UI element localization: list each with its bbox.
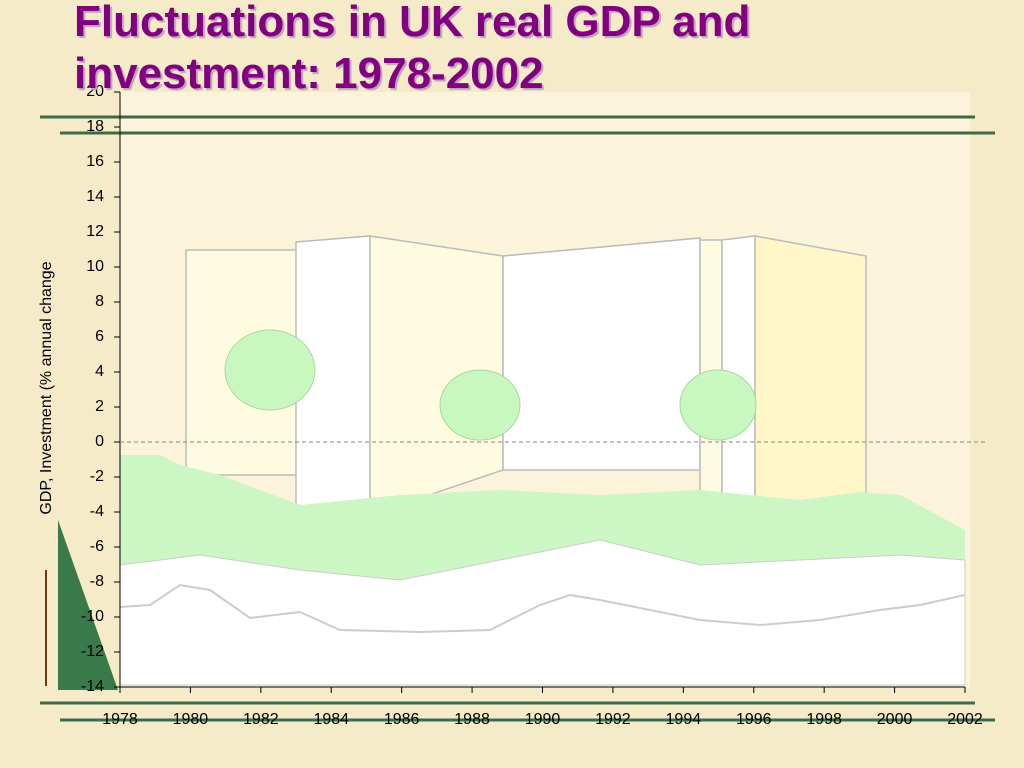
- y-tick-label: 6: [95, 328, 104, 345]
- decor-triangle: [58, 520, 118, 690]
- x-tick-label: 1990: [525, 711, 561, 728]
- y-tick-label: 10: [86, 258, 104, 275]
- x-tick-label: 1986: [384, 711, 420, 728]
- y-tick-label: -14: [81, 678, 104, 695]
- x-tick-label: 1984: [313, 711, 349, 728]
- x-tick-label: 1996: [736, 711, 772, 728]
- x-tick-label: 2002: [947, 711, 983, 728]
- y-tick-label: 20: [86, 83, 104, 100]
- y-tick-label: 2: [95, 398, 104, 415]
- y-tick-label: 0: [95, 433, 104, 450]
- x-tick-label: 1988: [454, 711, 490, 728]
- y-tick-label: -6: [90, 538, 104, 555]
- y-tick-label: 4: [95, 363, 104, 380]
- y-tick-label: -4: [90, 503, 104, 520]
- y-tick-label: 12: [86, 223, 104, 240]
- decor-ground-white: [119, 539, 966, 686]
- x-tick-label: 1992: [595, 711, 631, 728]
- y-tick-label: 14: [86, 188, 104, 205]
- decor-ground: [120, 455, 965, 580]
- y-tick-label: -8: [90, 573, 104, 590]
- x-tick-label: 1998: [806, 711, 842, 728]
- x-tick-label: 1982: [243, 711, 279, 728]
- y-tick-label: 18: [86, 118, 104, 135]
- y-tick-label: -10: [81, 608, 104, 625]
- decor-palms: [224, 329, 757, 441]
- y-axis-label: GDP, Investment (% annual change: [38, 261, 55, 514]
- decor-curve: [119, 583, 966, 634]
- y-tick-label: -2: [90, 468, 104, 485]
- x-tick-label: 1994: [666, 711, 702, 728]
- slide-title: Fluctuations in UK real GDP and investme…: [74, 0, 751, 98]
- decor-rules: [40, 115, 995, 722]
- y-tick-label: -12: [81, 643, 104, 660]
- decor-buildings: [185, 235, 867, 517]
- y-tick-label: 16: [86, 153, 104, 170]
- x-tick-label: 1978: [102, 711, 138, 728]
- x-tick-label: 2000: [877, 711, 913, 728]
- y-tick-label: 8: [95, 293, 104, 310]
- x-tick-label: 1980: [173, 711, 209, 728]
